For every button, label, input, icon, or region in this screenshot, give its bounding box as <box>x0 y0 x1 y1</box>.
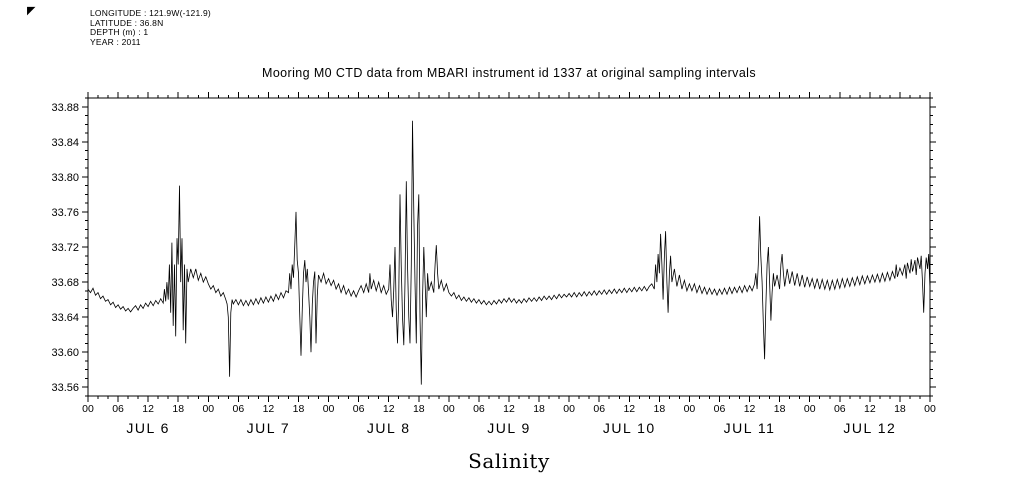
x-hour-label: 12 <box>623 403 635 415</box>
y-tick-label: 33.84 <box>51 137 79 149</box>
y-tick-label: 33.76 <box>51 207 79 219</box>
plot-title: Mooring M0 CTD data from MBARI instrumen… <box>262 66 756 80</box>
header-longitude: LONGITUDE : 121.9W(-121.9) <box>90 8 211 18</box>
x-hour-label: 06 <box>473 403 485 415</box>
y-tick-label: 33.72 <box>51 242 79 254</box>
x-hour-label: 12 <box>744 403 756 415</box>
x-hour-label: 06 <box>834 403 846 415</box>
x-hour-label: 00 <box>684 403 696 415</box>
x-hour-label: 12 <box>864 403 876 415</box>
x-day-label: JUL 11 <box>724 420 776 436</box>
header-latitude: LATITUDE : 36.8N <box>90 17 164 28</box>
x-hour-label: 12 <box>263 403 275 415</box>
header-year: YEAR : 2011 <box>90 36 141 47</box>
plot-box <box>87 97 931 397</box>
x-hour-label: 00 <box>563 403 575 415</box>
header-info: LONGITUDE : 121.9W(-121.9) LATITUDE : 36… <box>90 8 211 47</box>
x-day-label: JUL 12 <box>843 420 896 436</box>
x-hour-label: 18 <box>774 403 786 415</box>
x-hour-label: 00 <box>202 403 214 415</box>
x-hour-label: 00 <box>82 403 94 415</box>
corner-marker-icon: ◤ <box>27 5 36 17</box>
y-tick-label: 33.60 <box>51 347 79 359</box>
x-hour-label: 18 <box>533 403 545 415</box>
x-hour-label: 00 <box>924 403 936 415</box>
x-hour-label: 12 <box>142 403 154 415</box>
x-day-label: JUL 6 <box>126 420 170 436</box>
plot-variable-label: Salinity <box>468 449 550 473</box>
x-day-label: JUL 7 <box>247 420 291 436</box>
x-hour-label: 06 <box>593 403 605 415</box>
x-hour-label: 00 <box>804 403 816 415</box>
x-hour-label: 18 <box>172 403 184 415</box>
salinity-line <box>87 120 931 385</box>
x-hour-label: 06 <box>353 403 365 415</box>
y-tick-label: 33.88 <box>51 102 79 114</box>
y-tick-label: 33.64 <box>51 312 79 324</box>
y-tick-label: 33.80 <box>51 172 79 184</box>
x-hour-label: 06 <box>714 403 726 415</box>
x-hour-label: 12 <box>383 403 395 415</box>
x-hour-label: 00 <box>323 403 335 415</box>
y-tick-label: 33.68 <box>51 277 79 289</box>
y-tick-label: 33.56 <box>51 382 79 394</box>
x-day-label: JUL 8 <box>367 420 411 436</box>
x-hour-label: 00 <box>443 403 455 415</box>
x-hour-label: 18 <box>894 403 906 415</box>
x-hour-label: 06 <box>112 403 124 415</box>
x-hour-label: 18 <box>654 403 666 415</box>
x-day-label: JUL 10 <box>603 420 656 436</box>
x-day-label: JUL 9 <box>487 420 531 436</box>
x-hour-label: 12 <box>503 403 515 415</box>
x-hour-label: 06 <box>233 403 245 415</box>
x-hour-label: 18 <box>413 403 425 415</box>
x-hour-label: 18 <box>293 403 305 415</box>
header-depth: DEPTH (m) : 1 <box>90 27 149 38</box>
